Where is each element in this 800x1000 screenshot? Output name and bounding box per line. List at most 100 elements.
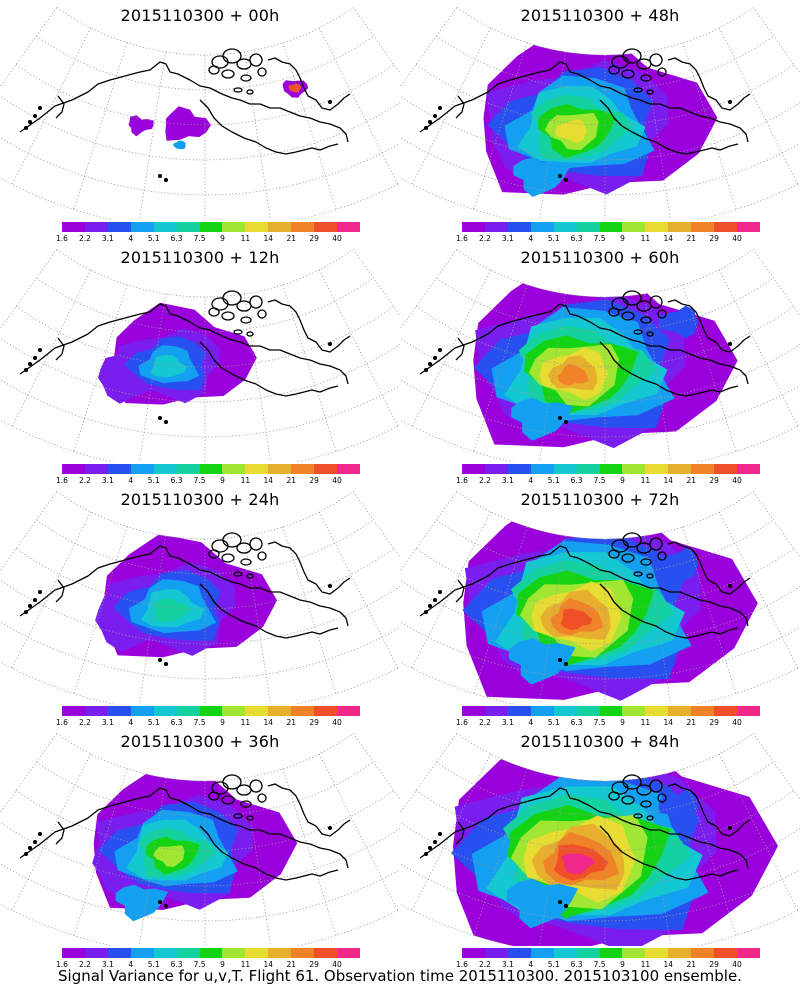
small-island xyxy=(427,603,433,609)
colorbar-swatch xyxy=(62,464,85,474)
colorbar-tick-label: 14 xyxy=(663,960,674,969)
small-island xyxy=(563,177,569,183)
small-island xyxy=(423,851,429,857)
variance-contour xyxy=(557,363,589,386)
arctic-island xyxy=(657,67,667,77)
meridian-line xyxy=(400,733,458,814)
polar-map xyxy=(400,733,800,946)
small-island xyxy=(557,415,563,421)
meridian-line xyxy=(11,269,92,427)
graticule xyxy=(400,733,800,946)
polar-map xyxy=(0,733,400,946)
variance-contour xyxy=(506,878,579,929)
latitude-circle xyxy=(15,790,395,852)
graticule xyxy=(400,7,800,220)
arctic-island xyxy=(257,67,267,77)
latitude-circle xyxy=(0,903,400,946)
colorbar xyxy=(462,706,760,716)
latitude-circle xyxy=(400,903,800,946)
small-island xyxy=(427,361,433,367)
colorbar-tick-label: 21 xyxy=(286,476,296,485)
colorbar-tick-label: 7.5 xyxy=(193,476,206,485)
small-island xyxy=(27,361,33,367)
colorbar-swatch xyxy=(268,222,292,232)
colorbar-swatch xyxy=(668,222,692,232)
latitude-circle xyxy=(436,277,774,333)
colorbar-swatch xyxy=(576,706,600,716)
small-island xyxy=(423,609,429,615)
latitude-circle xyxy=(415,548,795,610)
meridian-line xyxy=(752,249,800,316)
colorbar-swatch xyxy=(130,464,154,474)
coast-alaska-south xyxy=(599,825,739,881)
colorbar-swatch xyxy=(507,222,531,232)
colorbar-tick-label: 2.2 xyxy=(78,234,91,243)
small-island xyxy=(557,899,563,905)
small-island xyxy=(23,367,29,373)
colorbar-swatch xyxy=(153,706,177,716)
colorbar-tick-label: 2.2 xyxy=(478,476,491,485)
colorbar-swatch xyxy=(691,706,715,716)
variance-contour xyxy=(560,608,593,631)
coastline xyxy=(19,48,351,183)
meridian-line xyxy=(11,27,92,185)
variance-field xyxy=(462,491,758,701)
small-island xyxy=(727,583,733,589)
colorbar-tick-label: 40 xyxy=(332,960,342,969)
panel-title: 2015110300 + 72h xyxy=(520,490,680,509)
small-island xyxy=(37,831,43,837)
latitude-circle xyxy=(436,519,774,575)
coast-alaska-south xyxy=(199,341,339,397)
colorbar-swatch xyxy=(291,222,315,232)
colorbar-swatch xyxy=(553,706,577,716)
colorbar-swatch xyxy=(245,948,269,958)
coast-kamchatka xyxy=(455,95,465,119)
colorbar-swatch xyxy=(530,706,554,716)
arctic-island xyxy=(640,558,652,566)
coastline xyxy=(419,290,751,425)
latitude-circle xyxy=(15,548,395,610)
meridian-line xyxy=(11,511,92,669)
colorbar-labels: 1.6 2.2 3.1 4 5.1 6.3 7.5 9 11 14 21 29 40 xyxy=(456,234,760,244)
colorbar-tick-label: 21 xyxy=(686,718,696,727)
colorbar-swatch xyxy=(84,222,108,232)
arctic-island xyxy=(646,815,654,821)
small-island xyxy=(32,597,38,603)
arctic-island xyxy=(208,791,220,801)
colorbar-swatch xyxy=(576,464,600,474)
arctic-island xyxy=(208,65,220,75)
coast-hudson-bay xyxy=(267,57,351,111)
colorbar-tick-label: 40 xyxy=(732,234,742,243)
colorbar-tick-label: 3.1 xyxy=(501,476,514,485)
variance-field xyxy=(451,733,778,946)
arctic-island xyxy=(249,537,263,551)
colorbar-tick-label: 1.6 xyxy=(56,476,68,485)
small-island xyxy=(163,177,169,183)
small-island xyxy=(563,419,569,425)
colorbar-tick-label: 5.1 xyxy=(147,718,160,727)
small-island xyxy=(727,825,733,831)
arctic-island xyxy=(221,69,235,79)
small-island xyxy=(437,105,443,111)
latitude-circle xyxy=(36,519,374,575)
colorbar-swatch xyxy=(576,948,600,958)
colorbar-swatch xyxy=(314,222,338,232)
small-island xyxy=(27,119,33,125)
small-island xyxy=(37,347,43,353)
latitude-circle xyxy=(0,419,400,462)
colorbar-tick-label: 40 xyxy=(332,718,342,727)
coast-alaska-south xyxy=(199,825,339,881)
colorbar-tick-label: 29 xyxy=(309,960,319,969)
forecast-panel: 2015110300 + 24h 1.6 2.2 3.1 4 5.1 6.3 7.5 9 11 14… xyxy=(0,484,400,729)
small-island xyxy=(327,825,333,831)
arctic-island xyxy=(633,813,643,819)
arctic-island xyxy=(240,74,252,82)
colorbar-tick-label: 5.1 xyxy=(147,476,160,485)
colorbar-tick-label: 9 xyxy=(220,718,225,727)
colorbar-swatch xyxy=(153,464,177,474)
variance-contour xyxy=(172,140,186,150)
colorbar-swatch xyxy=(176,222,200,232)
meridian-line xyxy=(400,7,458,88)
colorbar-swatch xyxy=(484,948,508,958)
coast-northern xyxy=(419,545,749,627)
